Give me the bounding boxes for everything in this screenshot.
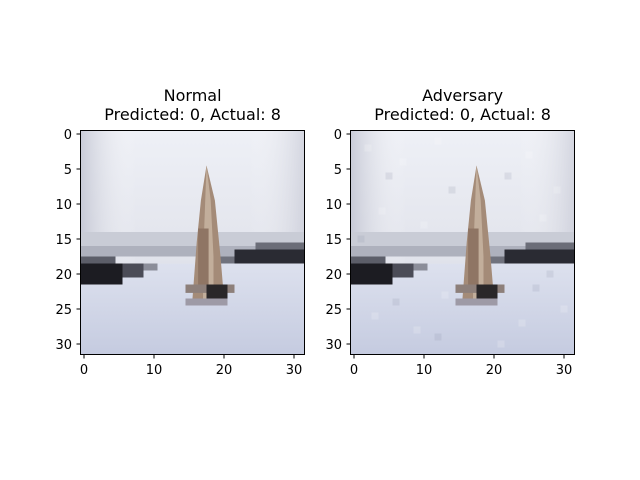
y-tick-label: 30 [55, 338, 72, 353]
y-tick-label: 15 [55, 233, 72, 248]
x-tick-label: 10 [416, 363, 433, 378]
x-tick-label: 30 [556, 363, 573, 378]
x-axis [83, 354, 295, 359]
y-tick-label: 10 [325, 198, 342, 213]
axes-frame [350, 130, 575, 355]
y-tick-label: 10 [55, 198, 72, 213]
y-tick-label: 20 [325, 268, 342, 283]
y-axis [76, 133, 81, 345]
panel-subtitle: Predicted: 0, Actual: 8 [104, 105, 281, 124]
x-tick-label: 30 [286, 363, 303, 378]
axes-frame [80, 130, 305, 355]
y-tick-label: 20 [55, 268, 72, 283]
panel-title: Normal [164, 86, 222, 105]
panel-adversary: Adversary Predicted: 0, Actual: 8 [325, 86, 575, 378]
panel-title: Adversary [422, 86, 503, 105]
x-tick-label: 0 [350, 363, 358, 378]
x-tick-label: 0 [80, 363, 88, 378]
y-tick-label: 0 [64, 128, 72, 143]
panel-normal: Normal Predicted: 0, Actual: 8 0 10 20 3… [55, 86, 305, 378]
y-tick-label: 0 [334, 128, 342, 143]
y-tick-label: 25 [325, 303, 342, 318]
panel-subtitle: Predicted: 0, Actual: 8 [374, 105, 551, 124]
y-tick-label: 30 [325, 338, 342, 353]
x-tick-label: 20 [486, 363, 503, 378]
x-tick-label: 10 [146, 363, 163, 378]
x-axis [353, 354, 565, 359]
sailboat-image-perturbed [350, 130, 575, 355]
y-tick-label: 15 [325, 233, 342, 248]
y-tick-label: 5 [334, 163, 342, 178]
sailboat-image [80, 130, 305, 355]
x-tick-label: 20 [216, 363, 233, 378]
y-tick-label: 5 [64, 163, 72, 178]
y-axis [346, 133, 351, 345]
y-tick-label: 25 [55, 303, 72, 318]
